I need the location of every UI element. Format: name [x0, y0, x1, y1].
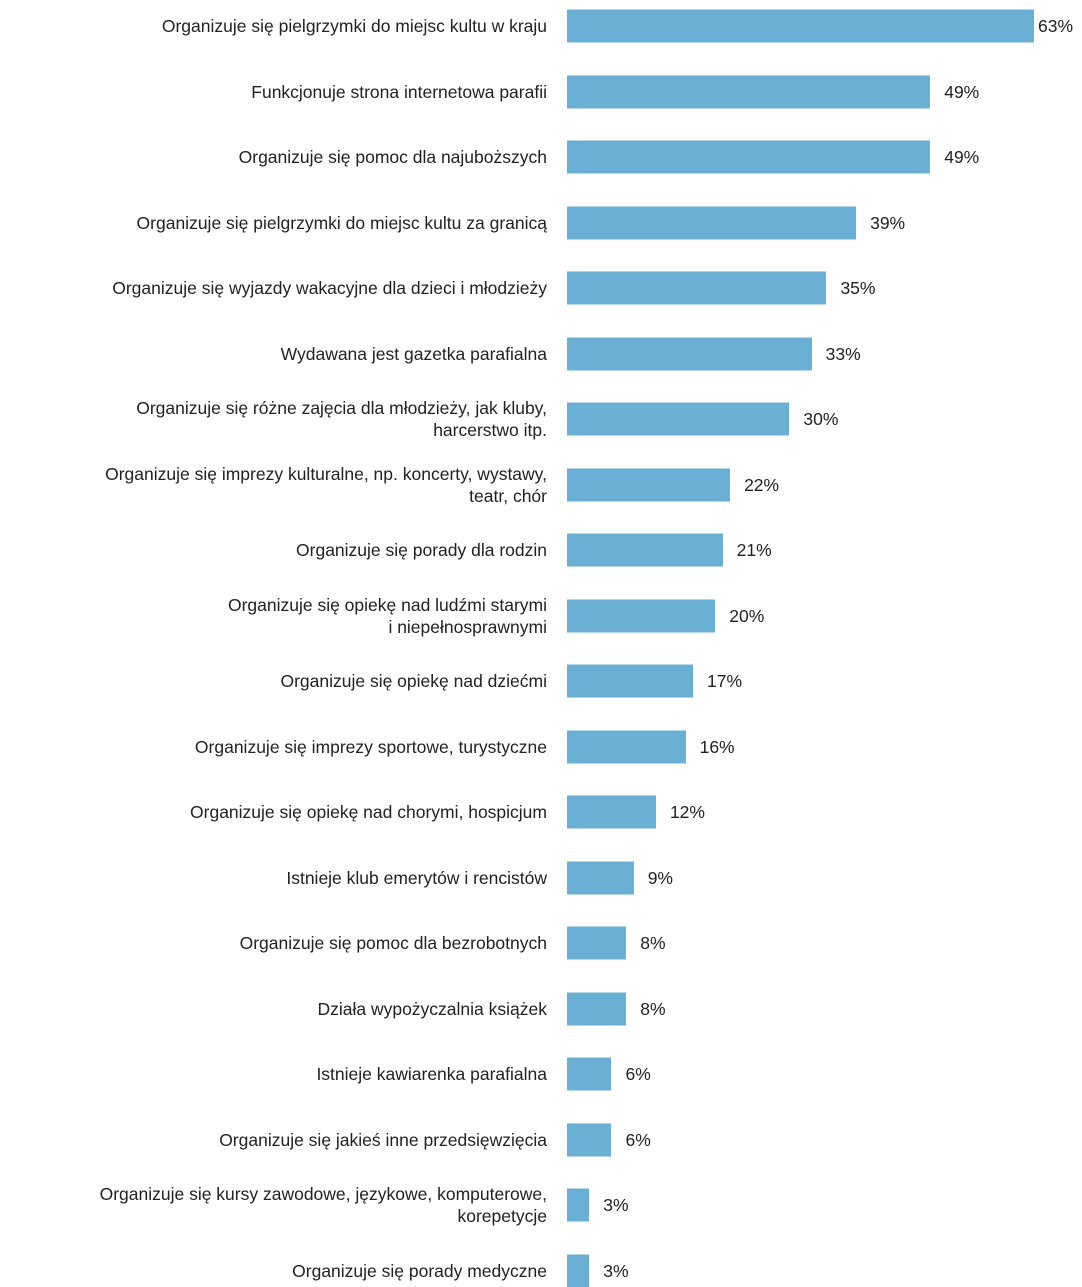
category-label: Organizuje się wyjazdy wakacyjne dla dzi… — [112, 278, 547, 298]
value-label: 9% — [647, 867, 673, 888]
category-label: Wydawana jest gazetka parafialna — [280, 343, 547, 364]
category-label: Organizuje się różne zajęcia dla młodzie… — [136, 398, 547, 440]
bar — [567, 926, 627, 960]
category-label: Organizuje się porady dla rodzin — [296, 540, 547, 560]
value-label: 22% — [744, 474, 780, 495]
bar — [567, 140, 931, 174]
value-label: 35% — [840, 278, 876, 298]
value-label: 21% — [736, 540, 772, 560]
value-label: 16% — [699, 736, 735, 757]
bar — [567, 795, 656, 829]
bar — [567, 402, 790, 436]
category-label: Organizuje się imprezy kulturalne, np. k… — [105, 463, 547, 506]
category-label: Istnieje kawiarenka parafialna — [316, 1064, 547, 1084]
value-label: 49% — [944, 147, 980, 167]
category-label: Organizuje się opiekę nad ludźmi starymi… — [227, 594, 547, 637]
bar — [567, 337, 812, 370]
bar — [567, 664, 694, 698]
value-label: 49% — [944, 81, 980, 102]
bar — [567, 1057, 612, 1091]
category-label: Organizuje się pomoc dla najuboższych — [238, 147, 547, 167]
category-label: Organizuje się pomoc dla bezrobotnych — [239, 933, 547, 953]
value-label: 30% — [803, 409, 839, 429]
value-label: 39% — [870, 212, 906, 233]
value-label: 20% — [729, 605, 765, 626]
bar — [567, 1254, 590, 1287]
category-label: Organizuje się opiekę nad dziećmi — [280, 671, 547, 691]
value-label: 6% — [625, 1129, 651, 1150]
bar — [567, 468, 731, 501]
value-label: 8% — [640, 998, 666, 1019]
value-label: 3% — [603, 1260, 629, 1281]
category-label: Organizuje się pielgrzymki do miejsc kul… — [136, 212, 547, 233]
category-label: Organizuje się imprezy sportowe, turysty… — [194, 736, 547, 757]
bar — [567, 1123, 612, 1156]
bar — [567, 992, 627, 1025]
value-label: 12% — [669, 802, 705, 822]
category-label: Organizuje się jakieś inne przedsięwzięc… — [219, 1129, 547, 1150]
value-label: 33% — [825, 343, 861, 364]
bar — [567, 271, 827, 305]
value-label: 3% — [603, 1195, 629, 1215]
value-label: 17% — [707, 671, 743, 691]
category-label: Organizuje się pielgrzymki do miejsc kul… — [161, 16, 547, 36]
category-label: Organizuje się kursy zawodowe, językowe,… — [99, 1184, 547, 1226]
category-label: Organizuje się opiekę nad chorymi, hospi… — [190, 802, 547, 822]
bar — [567, 730, 686, 763]
bar — [567, 533, 723, 567]
bar — [567, 206, 857, 239]
category-label: Organizuje się porady medyczne — [292, 1260, 547, 1281]
value-label: 8% — [640, 933, 666, 953]
value-label: 63% — [1038, 16, 1074, 36]
category-label: Funkcjonuje strona internetowa parafii — [251, 81, 547, 102]
bar — [567, 75, 931, 108]
bar — [567, 9, 1034, 43]
category-label: Działa wypożyczalnia książek — [317, 998, 547, 1019]
category-label: Istnieje klub emerytów i rencistów — [286, 867, 547, 888]
bar — [567, 861, 634, 894]
bar — [567, 1188, 590, 1222]
bar — [567, 599, 716, 632]
value-label: 6% — [625, 1064, 651, 1084]
